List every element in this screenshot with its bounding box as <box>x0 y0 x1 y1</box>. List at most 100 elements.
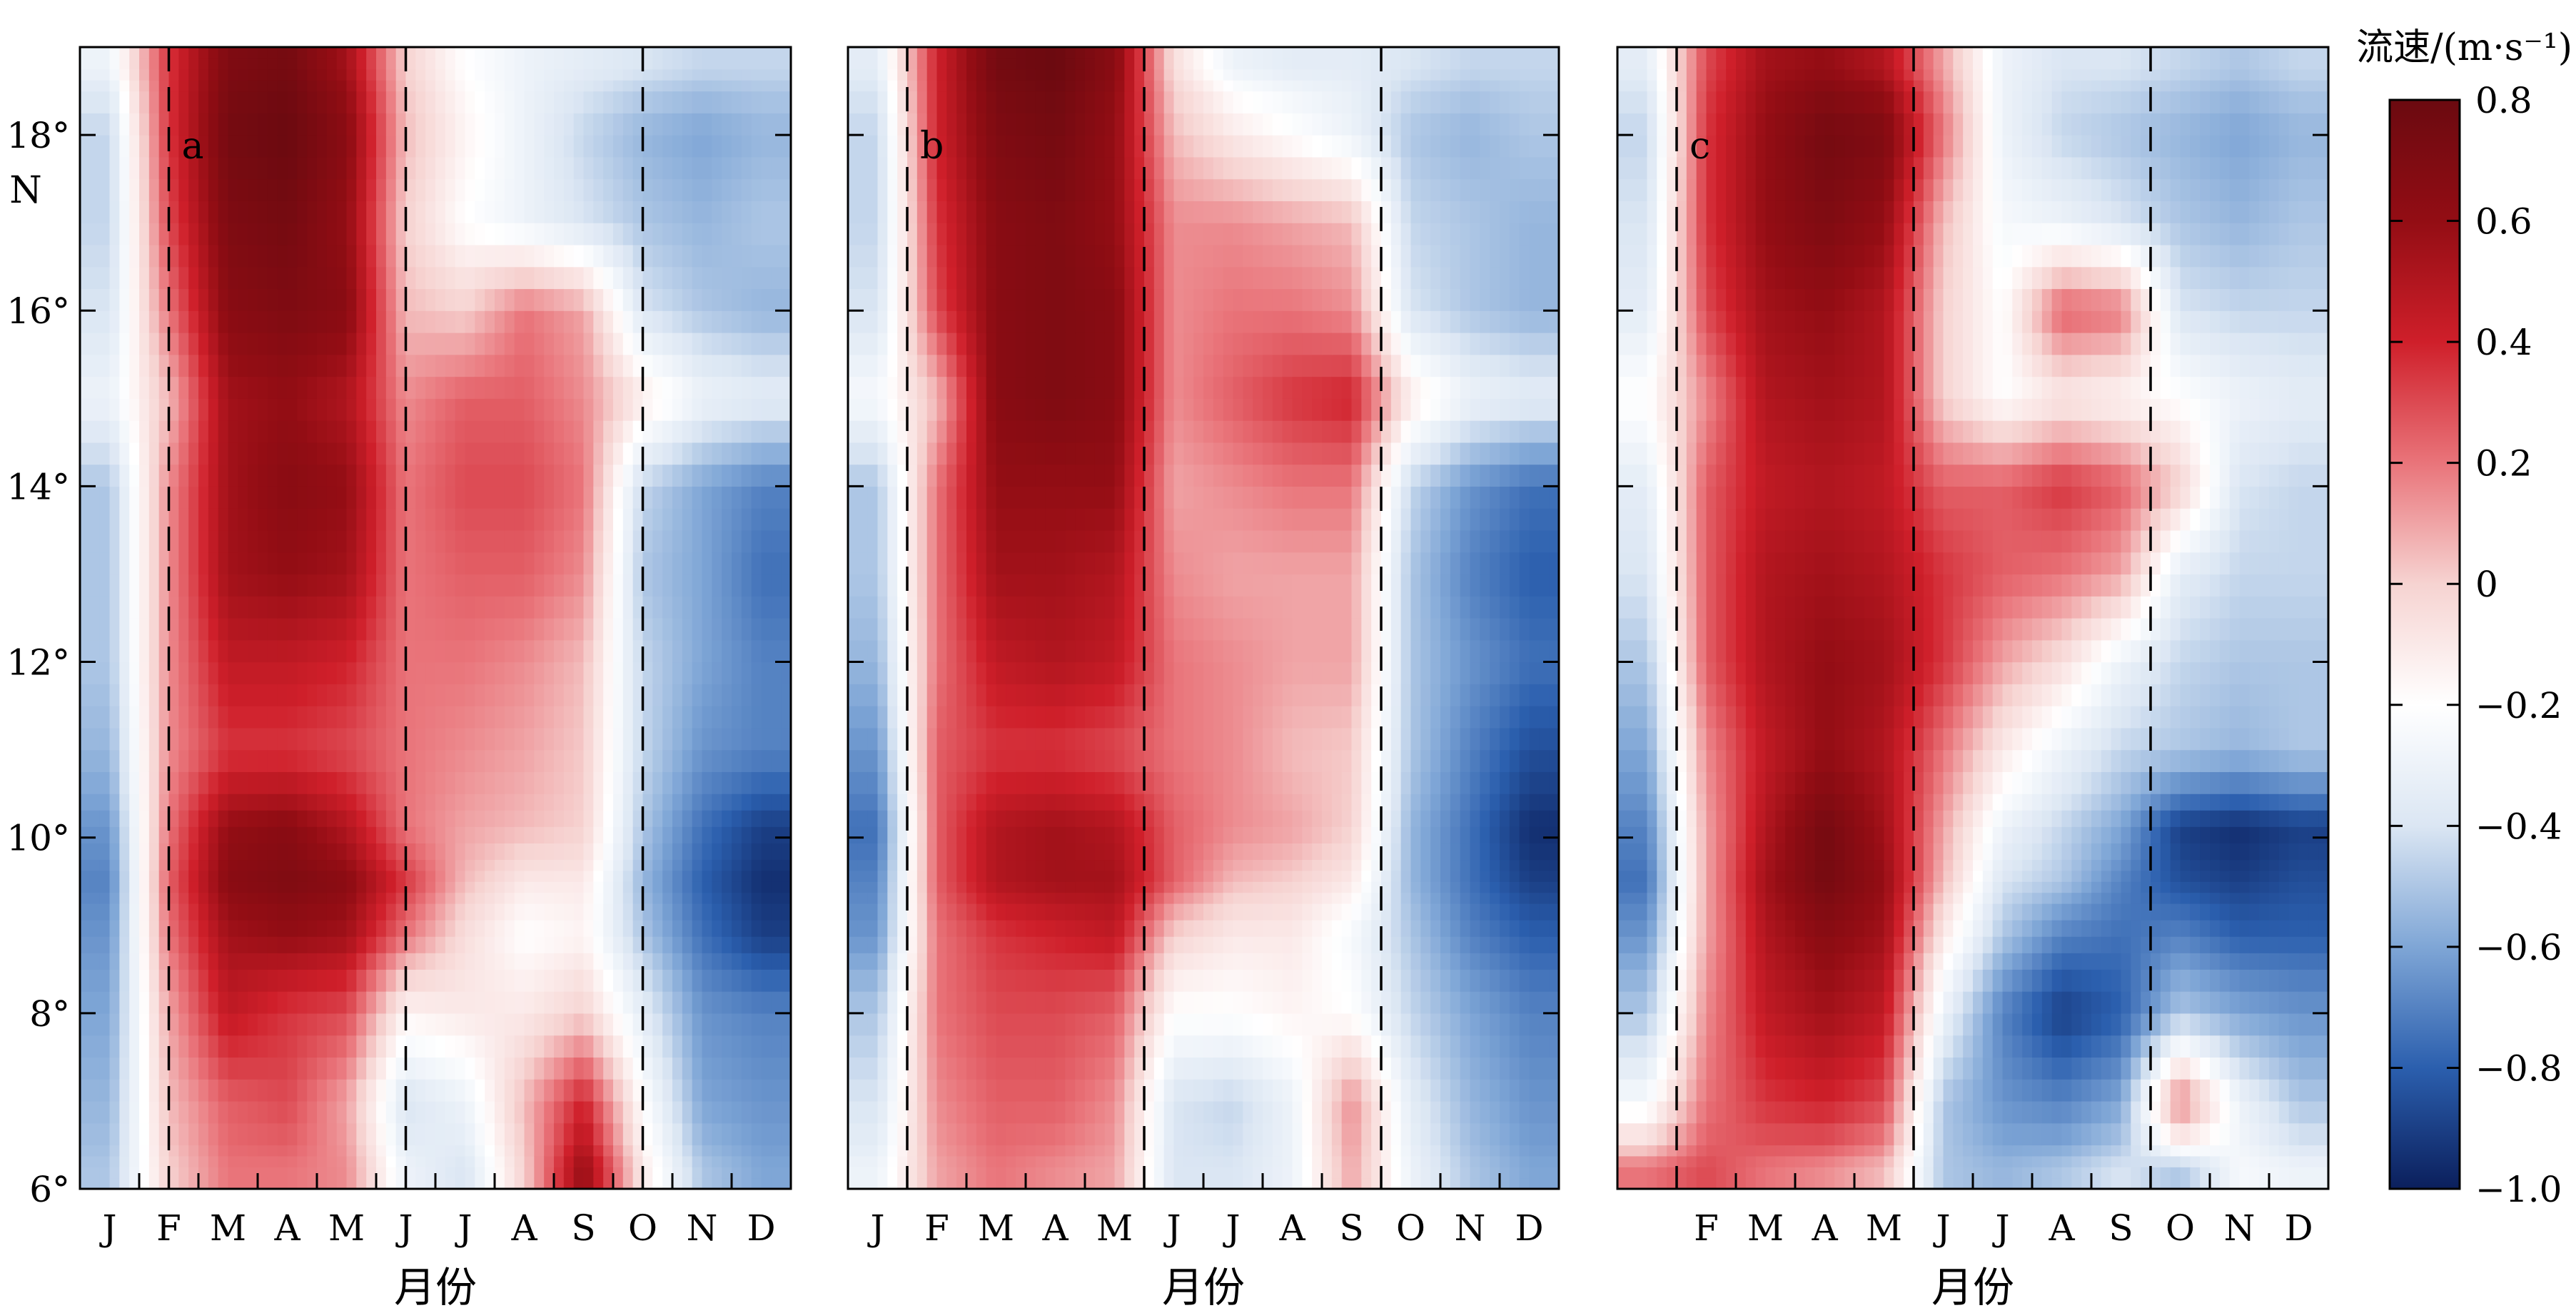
heatmap-cell <box>89 706 101 729</box>
heatmap-cell <box>405 288 416 311</box>
heatmap-cell <box>1233 1177 1243 1189</box>
heatmap-cell <box>287 1079 298 1102</box>
heatmap-cell <box>248 135 258 158</box>
heatmap-cell <box>771 1155 782 1167</box>
heatmap-cell <box>751 80 762 92</box>
heatmap-cell <box>1460 1145 1471 1157</box>
heatmap-cell <box>593 936 604 953</box>
heatmap-cell <box>1203 1122 1214 1146</box>
heatmap-cell <box>198 991 209 1014</box>
heatmap-cell <box>751 574 762 597</box>
heatmap-cell <box>495 618 505 641</box>
y-tick-label: 6° <box>29 1169 70 1210</box>
heatmap-cell <box>158 843 170 861</box>
heatmap-cell <box>1312 1122 1323 1146</box>
heatmap-cell <box>722 843 732 861</box>
heatmap-cell <box>425 826 436 843</box>
heatmap-cell <box>346 464 357 487</box>
heatmap-cell <box>771 639 782 663</box>
heatmap-cell <box>218 794 229 811</box>
heatmap-cell <box>129 310 140 333</box>
heatmap-cell <box>1124 1145 1135 1157</box>
heatmap-cell <box>168 244 179 268</box>
heatmap-cell <box>119 552 130 575</box>
heatmap-cell <box>148 727 160 751</box>
heatmap-cell <box>613 684 624 706</box>
heatmap-cell <box>89 58 101 70</box>
heatmap-cell <box>425 991 436 1014</box>
heatmap-cell <box>326 58 338 70</box>
heatmap-cell <box>632 244 644 268</box>
heatmap-cell <box>109 1155 120 1167</box>
heatmap-cell <box>119 903 130 921</box>
heatmap-cell <box>771 288 782 311</box>
heatmap-cell <box>1480 1057 1490 1080</box>
heatmap-cell <box>544 684 555 706</box>
heatmap-cell <box>139 953 150 970</box>
heatmap-cell <box>188 529 199 553</box>
heatmap-cell <box>307 420 318 443</box>
heatmap-cell <box>887 1013 898 1036</box>
heatmap-cell <box>622 991 634 1014</box>
heatmap-cell <box>603 420 614 443</box>
heatmap-cell <box>741 1035 752 1058</box>
heatmap-cell <box>178 310 189 333</box>
heatmap-cell <box>99 333 111 355</box>
heatmap-cell <box>1085 1057 1096 1080</box>
heatmap-cell <box>573 333 585 355</box>
heatmap-cell <box>376 810 387 827</box>
heatmap-cell <box>307 1035 318 1058</box>
heatmap-cell <box>662 574 673 597</box>
heatmap-cell <box>583 1013 594 1036</box>
heatmap-cell <box>415 1177 426 1189</box>
heatmap-cell <box>287 201 298 223</box>
heatmap-cell <box>395 398 407 421</box>
heatmap-cell <box>376 991 387 1014</box>
heatmap-cell <box>238 991 248 1014</box>
heatmap-cell <box>672 1177 683 1189</box>
heatmap-cell <box>366 91 377 113</box>
heatmap-cell <box>405 596 416 619</box>
heatmap-cell <box>622 794 634 811</box>
heatmap-cell <box>425 310 436 333</box>
heatmap-cell <box>119 920 130 937</box>
heatmap-cell <box>119 1057 130 1080</box>
heatmap-cell <box>573 1013 585 1036</box>
heatmap-cell <box>139 859 150 871</box>
heatmap-cell <box>445 398 456 421</box>
heatmap-cell <box>158 1013 170 1036</box>
heatmap-cell <box>1322 1100 1333 1124</box>
heatmap-cell <box>583 113 594 136</box>
heatmap-cell <box>554 1079 565 1102</box>
heatmap-cell <box>504 870 515 882</box>
heatmap-cell <box>218 810 229 827</box>
heatmap-cell <box>593 618 604 641</box>
heatmap-cell <box>642 464 653 487</box>
heatmap-cell <box>178 376 189 399</box>
heatmap-cell <box>495 881 505 893</box>
heatmap-cell <box>119 1100 130 1124</box>
heatmap-cell <box>613 310 624 333</box>
heatmap-cell <box>642 486 653 509</box>
heatmap-cell <box>465 80 475 92</box>
heatmap-cell <box>395 552 407 575</box>
heatmap-cell <box>514 826 525 843</box>
heatmap-cell <box>751 639 762 663</box>
heatmap-cell <box>495 749 505 772</box>
heatmap-cell <box>1282 1122 1293 1146</box>
heatmap-cell <box>238 859 248 871</box>
heatmap-cell <box>109 892 120 904</box>
heatmap-cell <box>722 936 732 953</box>
heatmap-cell <box>188 266 199 290</box>
heatmap-cell <box>326 178 338 201</box>
heatmap-cell <box>475 91 485 113</box>
heatmap-cell <box>563 244 575 268</box>
heatmap-cell <box>415 201 426 223</box>
heatmap-cell <box>672 135 683 158</box>
heatmap-cell <box>455 1100 466 1124</box>
heatmap-cell <box>129 903 140 921</box>
heatmap-cell <box>178 859 189 871</box>
heatmap-cell <box>307 969 318 992</box>
heatmap-cell <box>287 80 298 92</box>
heatmap-cell <box>80 618 91 641</box>
